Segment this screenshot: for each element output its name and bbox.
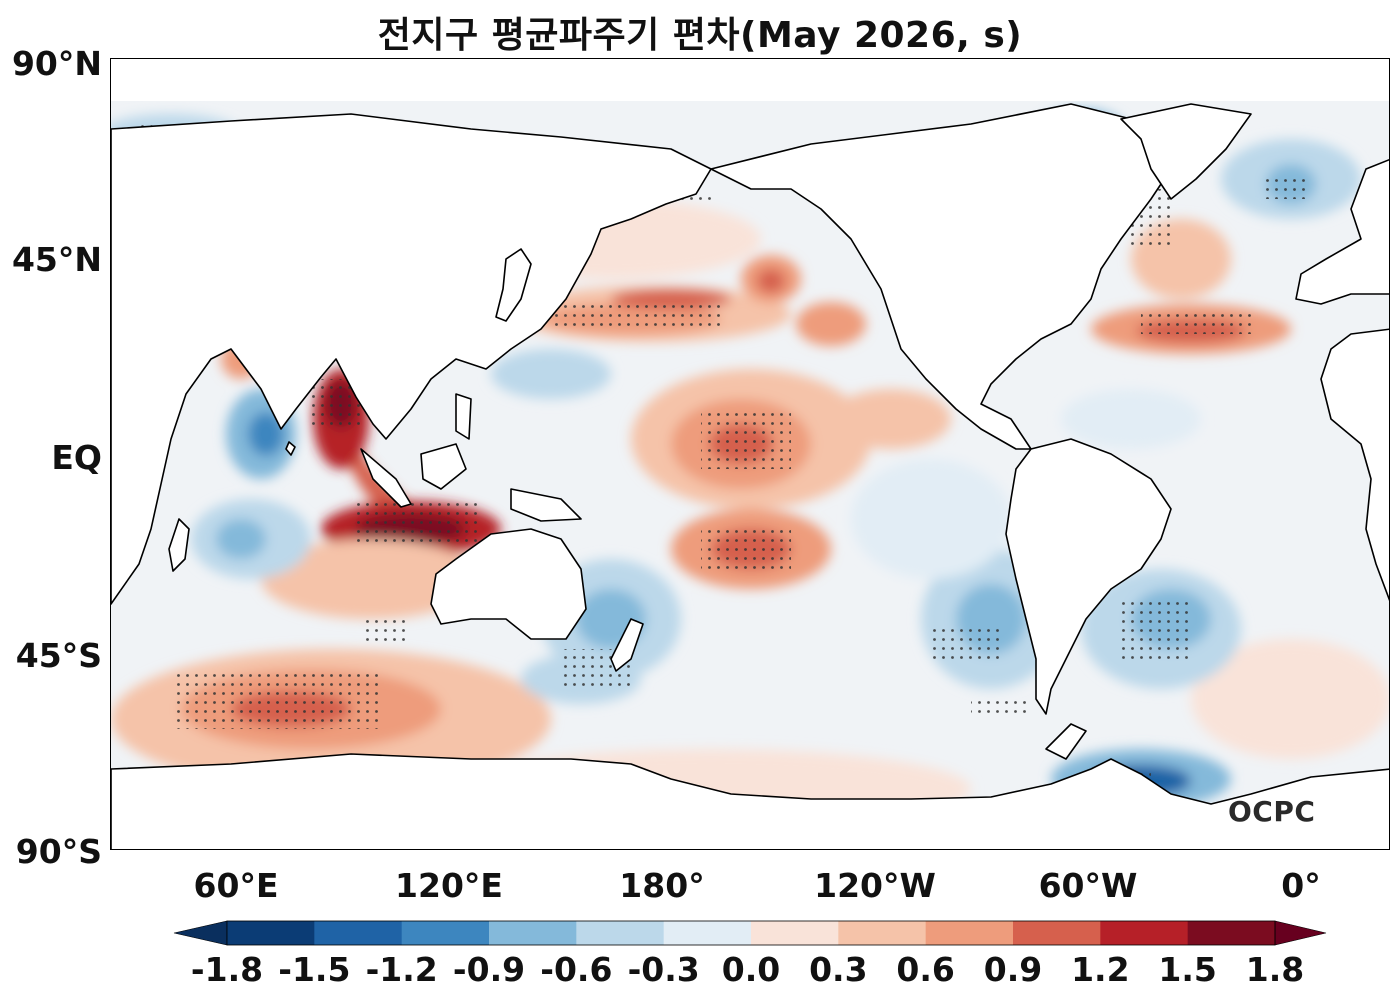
lat-label-eq: EQ [51, 438, 102, 477]
colorbar-over-arrow [1274, 920, 1327, 946]
colorbar-tick-label: -0.9 [452, 950, 526, 989]
colorbar-tick-label: 1.8 [1245, 950, 1305, 989]
colorbar-tick-label: -1.2 [365, 950, 438, 989]
colorbar-bin [1013, 921, 1101, 945]
sumatra-land [360, 448, 412, 508]
lon-label-60e: 60°E [193, 866, 279, 905]
colorbar-tick-label: -1.5 [278, 950, 351, 989]
lat-label-90s: 90°S [15, 832, 102, 871]
australia-land [430, 528, 587, 640]
philippines-land [455, 393, 472, 440]
lon-label-120w: 120°W [814, 866, 936, 905]
colorbar-under-arrow [173, 920, 228, 946]
colorbar-bin [838, 921, 927, 945]
eurasia-land [111, 113, 712, 605]
africa-west-land [1320, 328, 1389, 601]
colorbar-bin [401, 921, 490, 945]
colorbar-tick-label: 1.2 [1071, 950, 1130, 989]
south-america-land [1005, 438, 1172, 715]
colorbar-tick-label: 0.6 [896, 950, 955, 989]
colorbar-bin [489, 921, 577, 945]
lon-label-0: 0° [1281, 866, 1321, 905]
colorbar-bin [751, 921, 839, 945]
europe-land [1295, 158, 1389, 305]
north-america-land [710, 103, 1172, 450]
colorbar-bin [576, 921, 665, 945]
colorbar-bin [663, 921, 752, 945]
new-guinea-land [510, 488, 582, 522]
ocpc-logo: OCPC [1228, 795, 1316, 828]
colorbar-bin [1100, 921, 1189, 945]
colorbar-tick-label: -0.6 [540, 950, 613, 989]
greenland-land [1120, 103, 1252, 200]
lon-label-60w: 60°W [1038, 866, 1138, 905]
lat-label-90n: 90°N [11, 44, 102, 83]
colorbar [173, 920, 1327, 946]
colorbar-frame [226, 920, 1276, 946]
sri-lanka-land [285, 441, 296, 456]
japan-land [495, 248, 532, 322]
lon-label-120e: 120°E [395, 866, 503, 905]
antarctic-peninsula-land [1045, 723, 1087, 760]
colorbar-bin [227, 921, 315, 945]
anomaly-field [111, 101, 1389, 841]
colorbar-tick-label: -1.8 [190, 950, 264, 989]
colorbar-bin [314, 921, 403, 945]
colorbar-bin [925, 921, 1014, 945]
lat-label-45n: 45°N [11, 240, 102, 279]
lat-label-45s: 45°S [15, 636, 102, 675]
colorbar-tick-label: 0.3 [809, 950, 868, 989]
lon-label-180: 180° [619, 866, 705, 905]
map-title: 전지구 평균파주기 편차(May 2026, s) [377, 15, 1023, 56]
madagascar-land [168, 518, 190, 572]
map-svg [111, 101, 1389, 849]
land-masses [111, 103, 1389, 849]
borneo-land [420, 443, 467, 490]
anomaly-map [110, 58, 1390, 850]
colorbar-bin [1187, 921, 1276, 945]
colorbar-tick-label: 0.0 [721, 950, 781, 989]
colorbar-tick-label: 1.5 [1158, 950, 1217, 989]
antarctica-land [111, 753, 1389, 849]
colorbar-tick-label: 0.9 [983, 950, 1043, 989]
new-zealand-land [610, 618, 644, 672]
colorbar-tick-label: -0.3 [627, 950, 700, 989]
significance-stippling [141, 121, 1311, 789]
